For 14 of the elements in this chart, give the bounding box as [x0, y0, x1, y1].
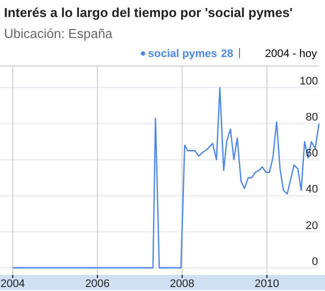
legend-label: social pymes	[148, 48, 218, 60]
y-tick-label: 100	[300, 76, 318, 88]
y-tick-label: 40	[306, 184, 318, 196]
x-tick-label: 2010	[254, 278, 280, 290]
chart-subtitle: Ubicación: España	[4, 26, 114, 41]
x-tick-label: 2008	[170, 278, 194, 290]
text: 2004 - hoy	[265, 48, 318, 60]
y-tick-label: 20	[306, 220, 318, 232]
x-tick-label: 2004	[0, 278, 25, 290]
chart-title: Interés a lo largo del tiempo por 'social pymes'	[4, 5, 293, 20]
y-tick-label: 0	[312, 256, 318, 268]
y-tick-label: 80	[306, 112, 318, 124]
text: 28	[221, 48, 234, 60]
x-tick-label: 2006	[85, 278, 110, 290]
